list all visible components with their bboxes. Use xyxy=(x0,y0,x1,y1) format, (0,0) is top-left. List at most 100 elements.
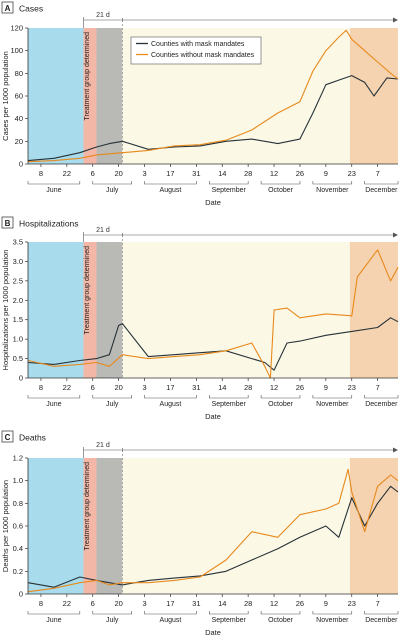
x-tick-label: 17 xyxy=(166,169,174,178)
x-tick-label: 20 xyxy=(114,169,122,178)
y-tick-label: 60 xyxy=(15,92,23,101)
x-tick-label: 8 xyxy=(39,599,43,608)
month-bracket xyxy=(260,181,301,185)
month-bracket xyxy=(364,181,399,185)
series-line-without-mandate xyxy=(27,468,399,593)
month-bracket xyxy=(209,395,249,399)
x-tick-label: 8 xyxy=(39,383,43,392)
x-tick-label: 22 xyxy=(63,383,71,392)
month-bracket xyxy=(260,395,301,399)
y-axis-label: Deaths per 1000 population xyxy=(1,480,10,572)
month-label: September xyxy=(212,187,247,194)
y-tick-label: 40 xyxy=(15,114,23,123)
period-shade-treatment-shade xyxy=(96,458,123,594)
window-arrow-head xyxy=(393,447,398,453)
x-tick-label: 31 xyxy=(192,169,200,178)
panel-title: Deaths xyxy=(19,433,46,443)
y-tick-label: 0 xyxy=(19,160,23,169)
period-shade-late-shade xyxy=(349,242,398,378)
x-tick-label: 31 xyxy=(192,383,200,392)
treatment-label: Treatment group determined xyxy=(84,246,91,335)
y-tick-label: 100 xyxy=(10,46,23,55)
y-axis-label: Hospitalizations per 1000 population xyxy=(1,250,10,371)
period-shade-observation-shade xyxy=(122,458,350,594)
x-tick-label: 31 xyxy=(192,599,200,608)
period-shade-pre-period-shade xyxy=(28,458,84,594)
y-tick-label: 0 xyxy=(19,374,23,383)
month-label: June xyxy=(46,617,61,624)
x-tick-label: 14 xyxy=(218,169,226,178)
window-label: 21 d xyxy=(96,442,110,449)
month-bracket xyxy=(92,181,132,185)
period-shade-late-shade xyxy=(349,458,398,594)
period-shade-pre-period-shade xyxy=(28,242,84,378)
period-shade-baseline-shade xyxy=(83,28,97,164)
treatment-label: Treatment group determined xyxy=(84,462,91,551)
month-label: August xyxy=(160,187,182,194)
month-label: October xyxy=(268,401,294,408)
legend-label: Counties with mask mandates xyxy=(151,41,245,48)
panel-letter-box xyxy=(1,1,14,14)
x-tick-label: 9 xyxy=(324,383,328,392)
x-tick-label: 23 xyxy=(348,383,356,392)
month-bracket xyxy=(364,611,399,615)
month-bracket xyxy=(27,611,81,615)
period-shade-treatment-shade xyxy=(96,242,123,378)
x-tick-label: 23 xyxy=(348,599,356,608)
panel-title: Cases xyxy=(19,4,43,14)
x-tick-label: 14 xyxy=(218,383,226,392)
y-tick-label: 3.5 xyxy=(13,238,23,247)
month-bracket xyxy=(364,395,399,399)
y-tick-label: 20 xyxy=(15,137,23,146)
panel-letter-box xyxy=(1,430,14,443)
x-tick-label: 6 xyxy=(91,383,95,392)
x-tick-label: 12 xyxy=(270,599,278,608)
y-tick-label: 0.5 xyxy=(13,354,23,363)
month-label: October xyxy=(268,617,294,624)
month-label: July xyxy=(106,187,119,194)
legend-box xyxy=(130,36,262,65)
panel-title: Hospitalizations xyxy=(19,219,79,229)
x-tick-label: 26 xyxy=(296,169,304,178)
y-tick-label: 0.4 xyxy=(13,544,23,553)
period-shade-baseline-shade xyxy=(83,458,97,594)
x-tick-label: 28 xyxy=(244,599,252,608)
x-tick-label: 6 xyxy=(91,599,95,608)
x-tick-label: 22 xyxy=(63,169,71,178)
month-bracket xyxy=(209,181,249,185)
panel-letter: B xyxy=(5,219,11,228)
x-tick-label: 17 xyxy=(166,599,174,608)
panel-b: B Hospitalizations 21 d Treatment group det… xyxy=(1,216,399,421)
x-tick-label: 7 xyxy=(376,169,380,178)
month-label: December xyxy=(365,187,398,194)
month-label: November xyxy=(316,617,349,624)
month-label: November xyxy=(316,187,349,194)
x-tick-label: 7 xyxy=(376,383,380,392)
month-bracket xyxy=(312,181,353,185)
x-tick-label: 23 xyxy=(348,169,356,178)
x-axis-label: Date xyxy=(205,412,221,421)
panel-a: A Cases 21 d Treatment group determined 0 20 4… xyxy=(1,1,399,207)
period-shade-pre-period-shade xyxy=(28,28,84,164)
month-bracket xyxy=(144,611,197,615)
month-label: December xyxy=(365,617,398,624)
treatment-label: Treatment group determined xyxy=(84,32,91,121)
y-tick-label: 1.0 xyxy=(13,476,23,485)
month-bracket xyxy=(92,611,132,615)
month-label: September xyxy=(212,617,247,624)
month-bracket xyxy=(92,395,132,399)
x-tick-label: 14 xyxy=(218,599,226,608)
y-tick-label: 1.5 xyxy=(13,315,23,324)
period-shade-baseline-shade xyxy=(83,242,97,378)
x-tick-label: 28 xyxy=(244,383,252,392)
month-label: August xyxy=(160,401,182,408)
y-tick-label: 0.6 xyxy=(13,522,23,531)
month-bracket xyxy=(312,395,353,399)
month-label: December xyxy=(365,401,398,408)
y-axis-label: Cases per 1000 population xyxy=(1,51,10,141)
month-bracket xyxy=(209,611,249,615)
series-line-without-mandate xyxy=(27,249,399,379)
series-line-with-mandate xyxy=(27,75,399,162)
x-tick-label: 28 xyxy=(244,169,252,178)
